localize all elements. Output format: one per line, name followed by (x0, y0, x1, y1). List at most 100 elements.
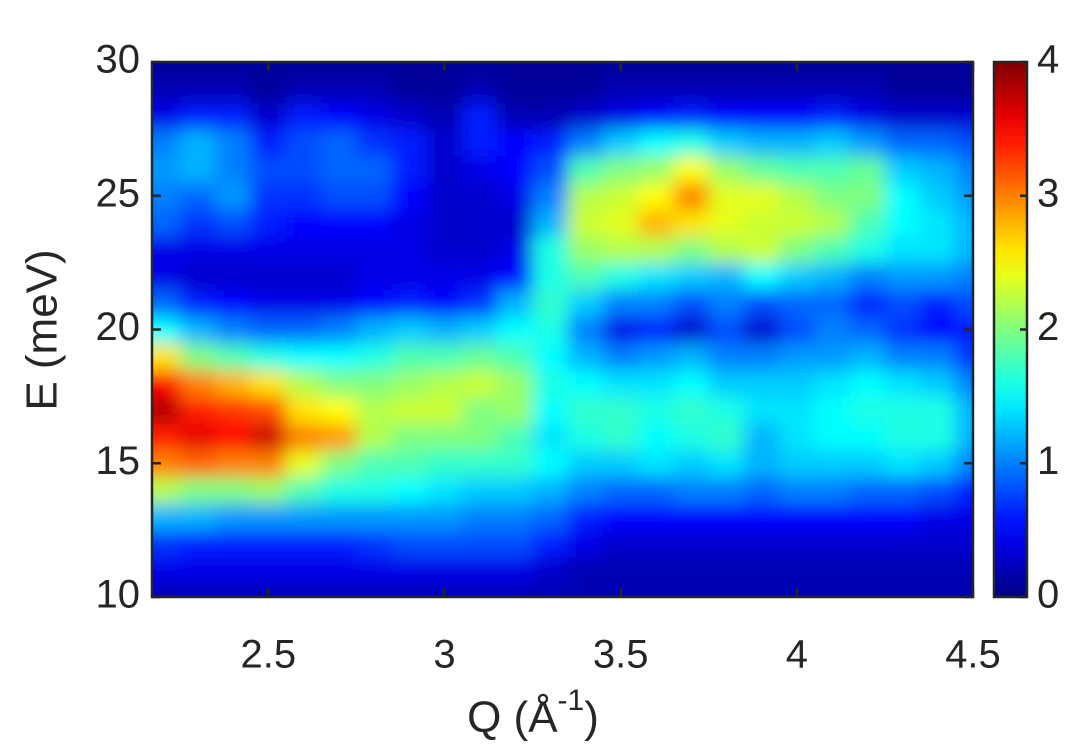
heat-cell (215, 396, 252, 424)
y-tick-label: 15 (96, 439, 141, 483)
heat-cell (215, 128, 252, 157)
heat-cell (673, 503, 710, 531)
heat-cell (152, 369, 181, 397)
heat-cell (462, 62, 498, 76)
heat-cell (497, 423, 534, 451)
heat-cell (955, 62, 973, 76)
heat-cell (152, 342, 181, 371)
heat-cell (321, 209, 357, 237)
heat-cell (532, 155, 569, 183)
heat-cell (638, 449, 675, 478)
y-axis-label: E (meV) (18, 249, 67, 410)
heat-cell (250, 396, 287, 424)
heat-cell (779, 209, 816, 237)
colorbar-tick-label: 3 (1037, 171, 1059, 215)
heat-cell (920, 369, 956, 397)
heat-cell (567, 342, 604, 371)
heat-cell (638, 102, 675, 130)
heat-cell (743, 182, 780, 210)
heat-cell (743, 423, 780, 451)
heat-cell (426, 369, 463, 397)
heat-cell (356, 342, 393, 371)
heat-cell (673, 62, 710, 76)
heat-cell (884, 476, 921, 504)
heat-cell (462, 155, 498, 183)
heat-cell (321, 369, 357, 397)
heat-cell (215, 476, 252, 504)
heatmap-area (152, 62, 973, 597)
heat-cell (180, 182, 217, 210)
heat-cell (180, 342, 217, 371)
heat-cell (638, 396, 675, 424)
heat-cell (321, 75, 357, 103)
heat-cell (708, 556, 745, 585)
heat-cell (884, 396, 921, 424)
heat-cell (497, 155, 534, 183)
heat-cell (955, 75, 973, 103)
heat-cell (497, 556, 534, 585)
heat-cell (285, 396, 322, 424)
heat-cell (321, 102, 357, 130)
heat-cell (356, 316, 393, 344)
heat-cell (814, 128, 851, 157)
heat-cell (497, 369, 534, 397)
heat-cell (391, 556, 428, 585)
heat-cell (462, 449, 498, 478)
heat-cell (391, 449, 428, 478)
heat-cell (215, 182, 252, 210)
heat-cell (638, 155, 675, 183)
heat-cell (250, 556, 287, 585)
x-tick-label: 3.5 (593, 633, 649, 677)
heat-cell (673, 423, 710, 451)
heat-cell (215, 583, 252, 597)
heat-cell (814, 530, 851, 558)
heat-cell (215, 503, 252, 531)
heat-cell (426, 530, 463, 558)
heat-cell (884, 262, 921, 290)
heat-cell (673, 128, 710, 157)
heat-cell (708, 369, 745, 397)
heat-cell (603, 289, 639, 317)
heat-cell (884, 235, 921, 264)
heat-cell (391, 396, 428, 424)
heat-cell (321, 155, 357, 183)
heat-cell (391, 423, 428, 451)
heat-cell (708, 235, 745, 264)
heat-cell (152, 155, 181, 183)
heat-cell (743, 530, 780, 558)
heat-cell (180, 102, 217, 130)
heat-cell (955, 262, 973, 290)
heat-cell (884, 423, 921, 451)
heat-cell (638, 209, 675, 237)
heat-cell (743, 102, 780, 130)
heat-cell (532, 556, 569, 585)
heat-cell (180, 423, 217, 451)
heat-cell (462, 182, 498, 210)
heat-cell (285, 476, 322, 504)
heat-cell (814, 449, 851, 478)
heat-cell (673, 449, 710, 478)
heat-cell (673, 209, 710, 237)
heat-cell (849, 342, 886, 371)
heat-cell (884, 128, 921, 157)
heat-cell (391, 235, 428, 264)
heat-cell (426, 396, 463, 424)
heat-cell (849, 476, 886, 504)
heat-cell (215, 262, 252, 290)
heat-cell (708, 396, 745, 424)
heat-cell (215, 316, 252, 344)
heat-cell (673, 556, 710, 585)
x-label-main: Q (Å (467, 693, 558, 742)
heat-cell (391, 155, 428, 183)
heat-cell (250, 476, 287, 504)
heat-cell (743, 62, 780, 76)
heat-cell (884, 449, 921, 478)
heat-cell (356, 155, 393, 183)
heat-cell (884, 155, 921, 183)
heat-cell (673, 155, 710, 183)
heat-cell (603, 209, 639, 237)
heat-cell (603, 449, 639, 478)
heat-cell (920, 155, 956, 183)
heat-cell (250, 369, 287, 397)
heat-cell (285, 182, 322, 210)
